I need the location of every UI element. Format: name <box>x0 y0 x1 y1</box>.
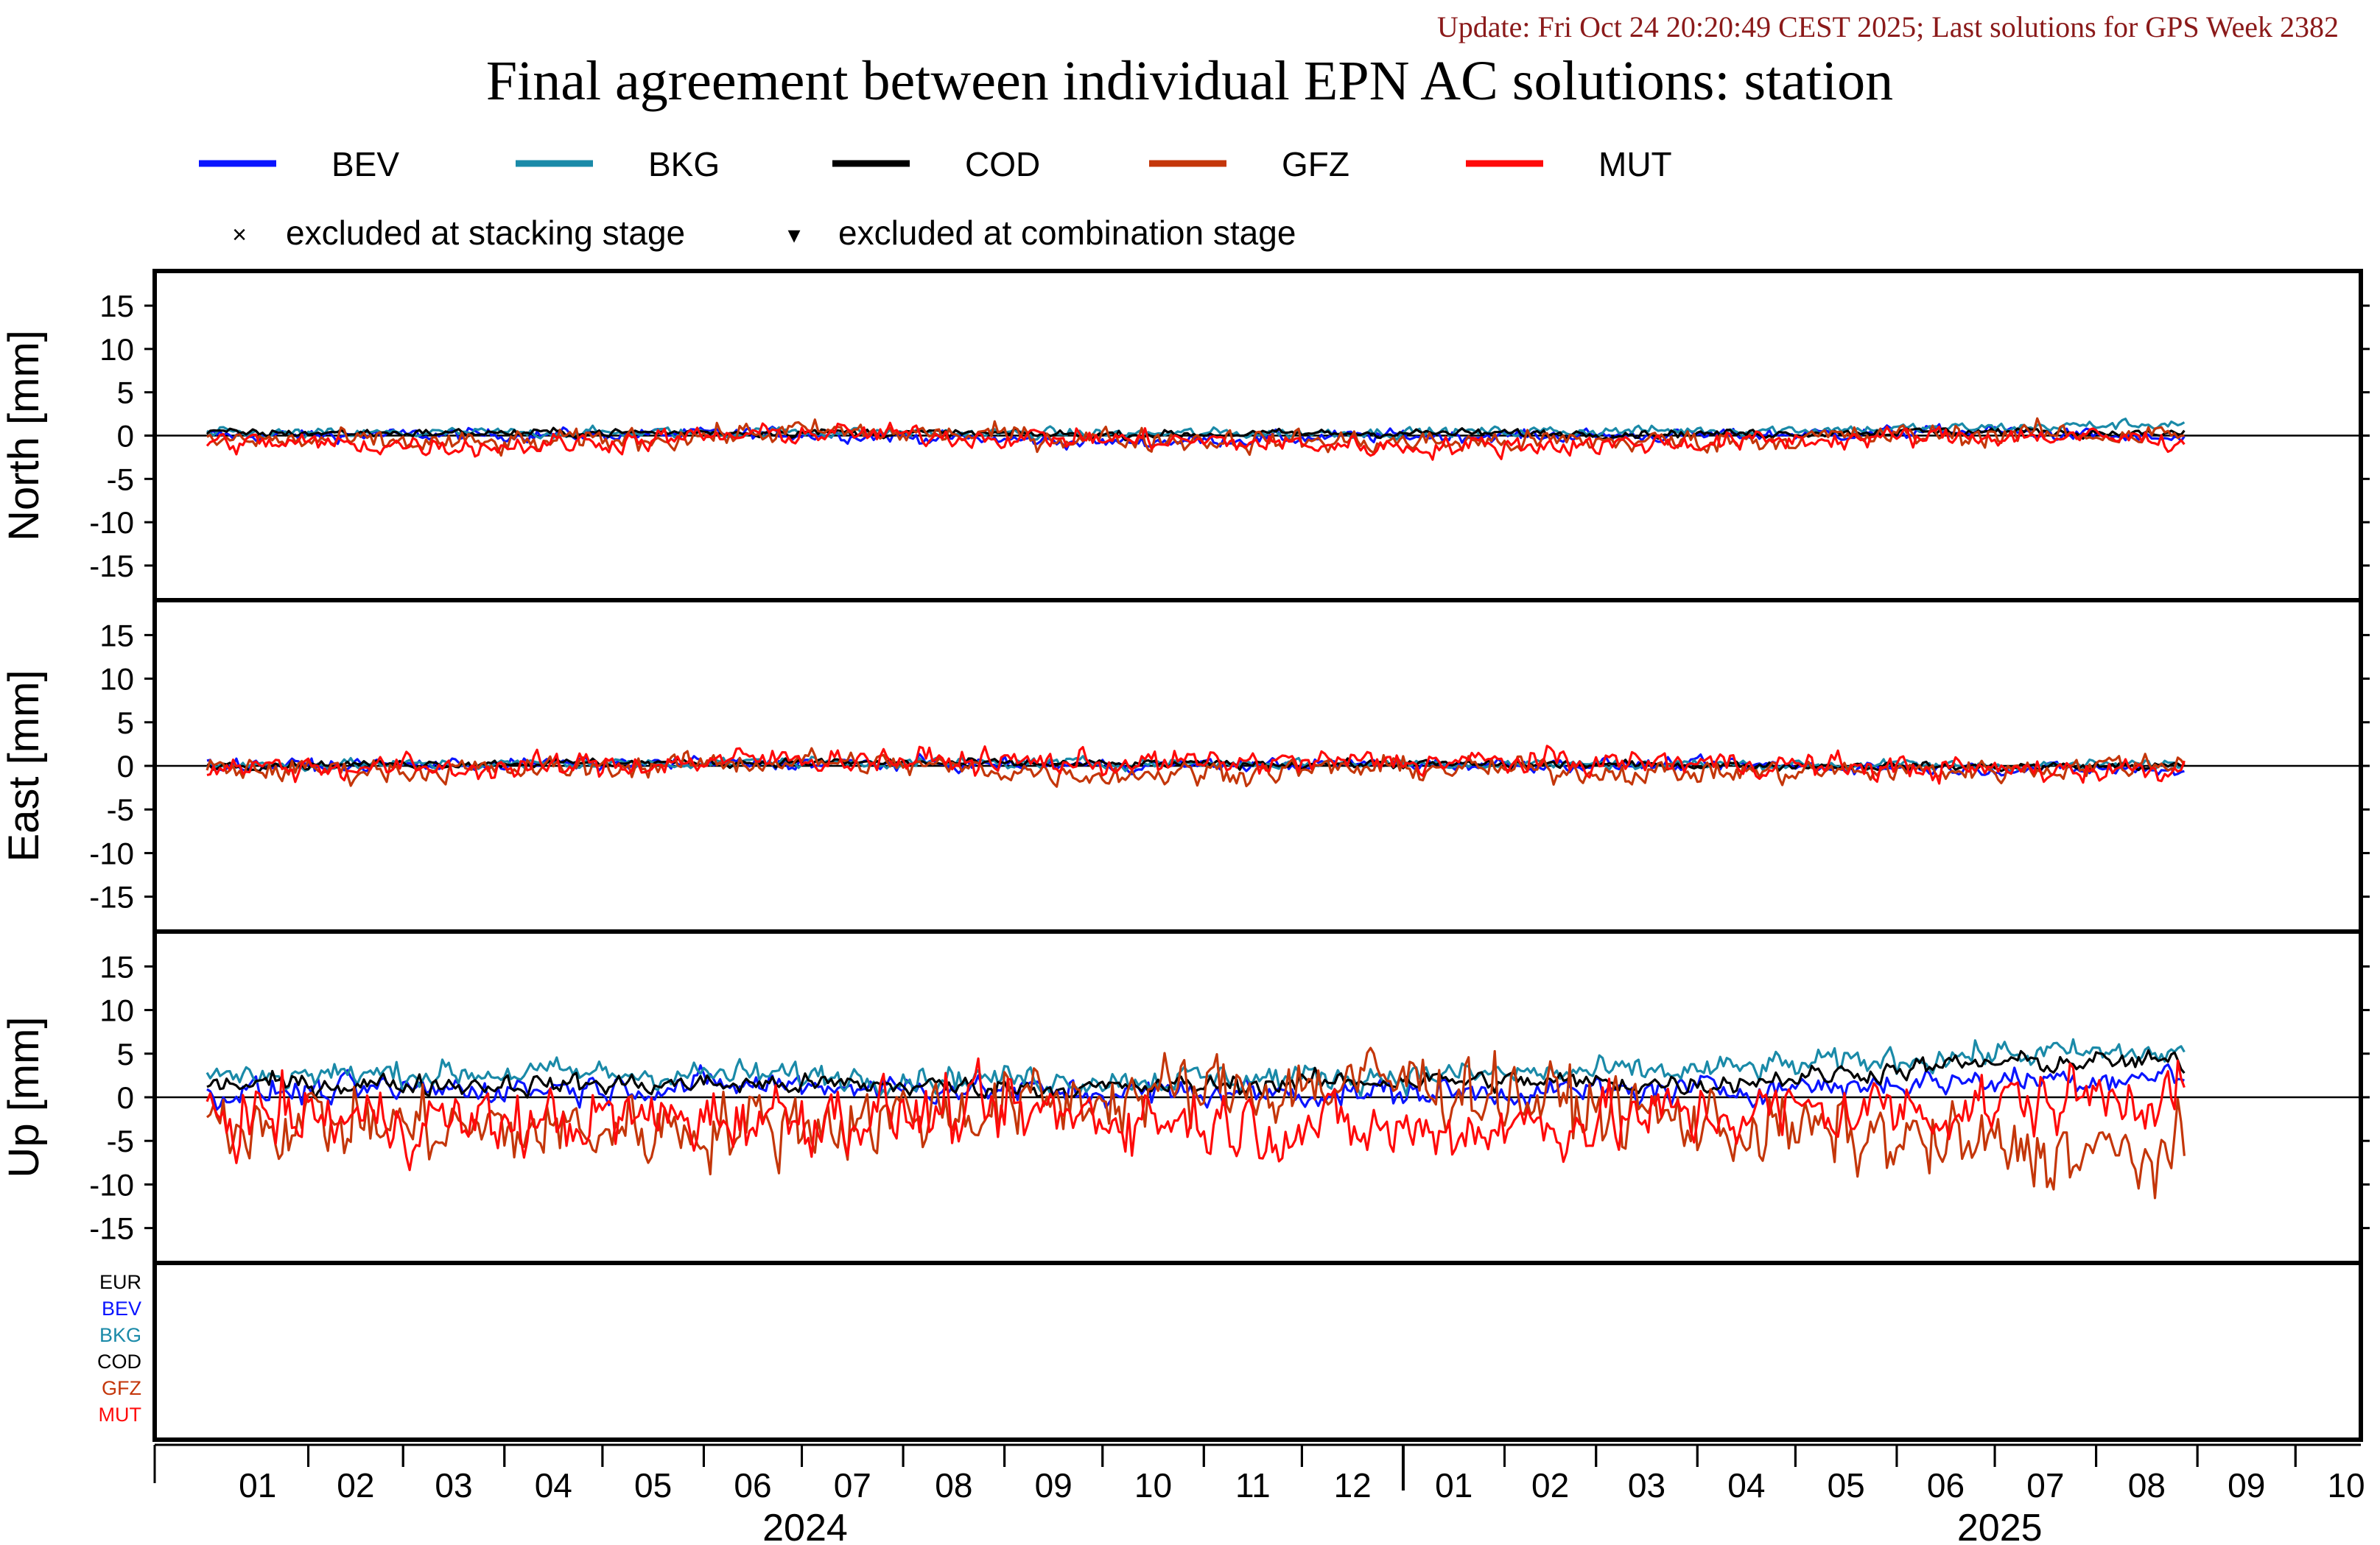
series-line-gfz <box>206 417 2185 457</box>
y-tick-label: 5 <box>117 376 134 410</box>
legend-marker-symbol: ▾ <box>787 221 800 249</box>
x-month-label: 02 <box>337 1466 374 1504</box>
panel-up: -15 -10 -5 0 5 10 15 Up [mm] <box>0 929 2370 1265</box>
y-tick-label: 10 <box>99 662 134 697</box>
x-month-label: 02 <box>1531 1466 1569 1504</box>
y-tick-label: 10 <box>99 993 134 1028</box>
y-axis-label: East [mm] <box>0 669 48 862</box>
series-line-gfz <box>206 747 2186 788</box>
x-month-label: 07 <box>2026 1466 2064 1504</box>
series-line-bev <box>206 423 2186 451</box>
panel-east: -15 -10 -5 0 5 10 15 East [mm] <box>0 598 2370 934</box>
legend: BEV BKG COD GFZ MUT × excluded at stacking sta… <box>199 145 1672 252</box>
y-tick-label: 0 <box>117 419 134 454</box>
y-tick-label: -10 <box>89 836 134 870</box>
series-line-bev <box>206 1063 2185 1111</box>
y-tick-label: 15 <box>99 289 134 323</box>
update-text: Update: Fri Oct 24 20:20:49 CEST 2025; L… <box>1437 10 2339 43</box>
x-month-label: 05 <box>634 1466 672 1504</box>
series-line-gfz <box>206 1046 2186 1200</box>
x-month-label: 04 <box>535 1466 572 1504</box>
y-axis-label: North [mm] <box>0 330 48 541</box>
chart-title: Final agreement between individual EPN A… <box>486 50 1893 112</box>
x-month-label: 10 <box>2327 1466 2365 1504</box>
y-tick-label: -15 <box>89 880 134 915</box>
y-tick-label: 0 <box>117 1080 134 1115</box>
y-tick-label: 15 <box>99 949 134 984</box>
bottom-panel: EUR BEV BKG COD GFZ MUT <box>97 1261 2363 1442</box>
x-month-label: 09 <box>2228 1466 2265 1504</box>
y-tick-label: -10 <box>89 1167 134 1202</box>
status-label-mut: MUT <box>99 1404 141 1426</box>
x-month-label: 01 <box>1435 1466 1472 1504</box>
x-axis: 01 02 03 04 05 06 07 08 09 10 11 12 01 02 03 04 05 06 07 08… <box>153 1443 2365 1545</box>
x-month-label: 08 <box>2128 1466 2166 1504</box>
x-year-label: 2024 <box>762 1507 848 1545</box>
status-label-eur: EUR <box>99 1271 141 1293</box>
legend-label-bkg: BKG <box>648 145 720 183</box>
series-line-mut <box>206 421 2186 461</box>
x-month-label: 03 <box>435 1466 472 1504</box>
x-month-label: 01 <box>239 1466 276 1504</box>
y-tick-label: 0 <box>117 749 134 784</box>
legend-label-bev: BEV <box>331 145 399 183</box>
legend-marker-label: excluded at stacking stage <box>286 214 685 252</box>
x-month-label: 03 <box>1628 1466 1665 1504</box>
x-month-label: 09 <box>1035 1466 1073 1504</box>
x-month-label: 06 <box>1927 1466 1965 1504</box>
x-month-label: 11 <box>1235 1466 1271 1504</box>
status-panel-frame <box>152 1261 2363 1442</box>
x-month-label: 12 <box>1334 1466 1372 1504</box>
y-tick-label: 5 <box>117 1037 134 1071</box>
legend-label-mut: MUT <box>1598 145 1672 183</box>
x-month-label: 05 <box>1828 1466 1865 1504</box>
y-tick-label: -5 <box>107 1124 134 1158</box>
y-tick-label: 5 <box>117 705 134 740</box>
y-tick-label: 15 <box>99 618 134 652</box>
y-tick-label: -15 <box>89 549 134 583</box>
series-line-bkg <box>206 1038 2186 1098</box>
x-month-label: 08 <box>935 1466 972 1504</box>
series-line-mut <box>206 745 2186 785</box>
y-tick-label: -5 <box>107 792 134 827</box>
x-month-label: 04 <box>1727 1466 1765 1504</box>
series-line-mut <box>206 1057 2186 1172</box>
legend-marker-symbol: × <box>232 221 247 249</box>
y-tick-label: -15 <box>89 1211 134 1246</box>
y-tick-label: 10 <box>99 332 134 367</box>
status-label-bkg: BKG <box>99 1324 141 1346</box>
y-axis-label: Up [mm] <box>0 1016 48 1178</box>
panel-north: -15 -10 -5 0 5 10 15 North [mm] <box>0 269 2370 602</box>
y-tick-label: -10 <box>89 505 134 540</box>
x-month-label: 10 <box>1134 1466 1172 1504</box>
status-label-cod: COD <box>97 1351 141 1373</box>
x-month-label: 06 <box>734 1466 771 1504</box>
legend-label-cod: COD <box>965 145 1040 183</box>
y-tick-label: -5 <box>107 462 134 496</box>
plot-panels: -15 -10 -5 0 5 10 15 North [mm] -15 -10 -5 0 5 10 15 Ea… <box>0 269 2370 1265</box>
legend-label-gfz: GFZ <box>1282 145 1349 183</box>
legend-marker-label: excluded at combination stage <box>838 214 1296 252</box>
status-label-bev: BEV <box>102 1298 141 1320</box>
status-label-gfz: GFZ <box>102 1377 141 1399</box>
x-year-label: 2025 <box>1957 1507 2043 1545</box>
x-month-label: 07 <box>834 1466 871 1504</box>
